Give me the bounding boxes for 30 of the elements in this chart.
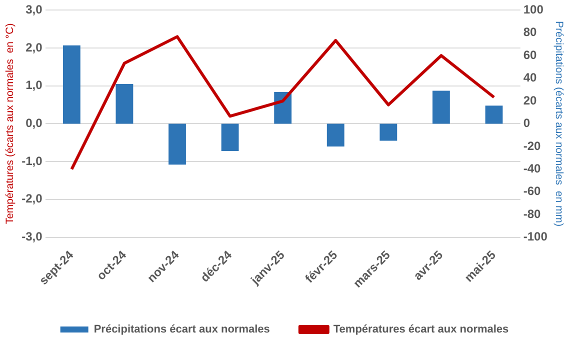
y2-tick-label: -60 xyxy=(523,184,542,198)
y2-tick-label: -80 xyxy=(523,206,542,221)
bar xyxy=(221,124,239,151)
bar xyxy=(116,84,134,124)
bar xyxy=(380,124,398,141)
y-tick-label: -1,0 xyxy=(22,154,43,168)
y-tick-label: 2,0 xyxy=(26,40,43,54)
y2-tick-label: -100 xyxy=(523,230,548,244)
y2-tick-label: -20 xyxy=(523,138,542,153)
y2-tick-label: 60 xyxy=(523,48,538,62)
y-tick-label: -3,0 xyxy=(22,230,43,244)
bar xyxy=(168,124,186,165)
bar xyxy=(432,90,450,124)
y2-tick-label: 20 xyxy=(523,93,538,108)
y-tick-label: 0,0 xyxy=(26,116,43,130)
y-tick-label: 3,0 xyxy=(26,2,43,17)
y2-tick-label: 40 xyxy=(523,70,538,85)
y2-tick-label: 100 xyxy=(523,2,544,17)
y2-tick-label: 0 xyxy=(523,116,530,130)
y-axis-title: Températures (écarts aux normales en °C) xyxy=(4,23,16,224)
y-tick-label: 1,0 xyxy=(26,78,43,92)
y-tick-label: -2,0 xyxy=(22,192,43,206)
y2-tick-label: -40 xyxy=(523,161,542,176)
y2-axis-title: Précipitations (écarts aux normales en mm) xyxy=(552,21,565,226)
y2-tick-label: 80 xyxy=(523,25,538,40)
legend-label: Températures écart aux normales xyxy=(333,324,509,336)
bar xyxy=(62,45,80,124)
legend-label: Précipitations écart aux normales xyxy=(94,324,270,336)
bar xyxy=(326,124,344,146)
bar xyxy=(485,106,503,124)
